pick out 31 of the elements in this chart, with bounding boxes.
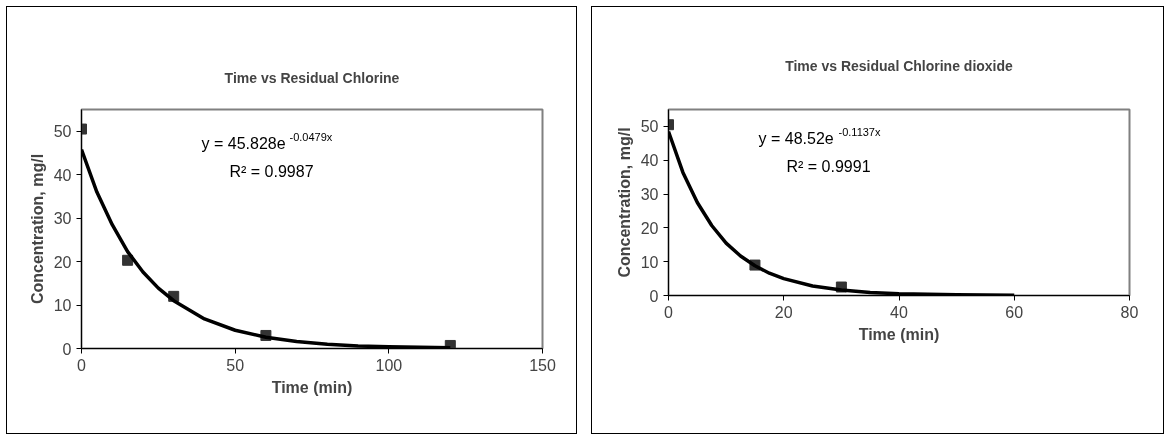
y-axis-title: Concentration, mg/l [28, 153, 46, 305]
chart-title: Time vs Residual Chlorine [224, 69, 400, 86]
x-tick-label: 0 [664, 303, 674, 321]
y-tick-label: 40 [640, 152, 659, 170]
y-tick-label: 30 [53, 210, 72, 228]
chart-title: Time vs Residual Chlorine dioxide [785, 57, 1014, 74]
annotation: y = 48.52e-0.1137x [758, 125, 881, 147]
x-tick-label: 50 [226, 356, 245, 374]
y-tick-label: 0 [62, 340, 72, 358]
x-tick-label: 40 [890, 303, 908, 321]
x-tick-label: 80 [1120, 303, 1139, 321]
x-tick-label: 60 [1005, 303, 1024, 321]
annotation: R² = 0.9987 [229, 162, 314, 180]
x-tick-label: 0 [77, 356, 87, 374]
annotation: R² = 0.9991 [786, 157, 871, 175]
y-tick-label: 0 [649, 287, 659, 305]
y-tick-label: 50 [53, 123, 72, 141]
y-tick-label: 30 [640, 186, 659, 204]
y-tick-label: 10 [640, 253, 659, 271]
x-axis-title: Time (min) [271, 378, 353, 396]
x-tick-label: 100 [375, 356, 403, 374]
y-tick-label: 20 [53, 253, 72, 271]
y-axis-title: Concentration, mg/l [615, 127, 633, 278]
y-tick-label: 40 [53, 166, 72, 184]
y-tick-label: 10 [53, 297, 72, 315]
annotation: y = 45.828e-0.0479x [201, 130, 333, 152]
x-tick-label: 150 [529, 356, 556, 374]
x-tick-label: 20 [774, 303, 793, 321]
y-tick-label: 20 [640, 219, 659, 237]
x-axis-title: Time (min) [858, 325, 940, 343]
y-tick-label: 50 [640, 118, 659, 136]
